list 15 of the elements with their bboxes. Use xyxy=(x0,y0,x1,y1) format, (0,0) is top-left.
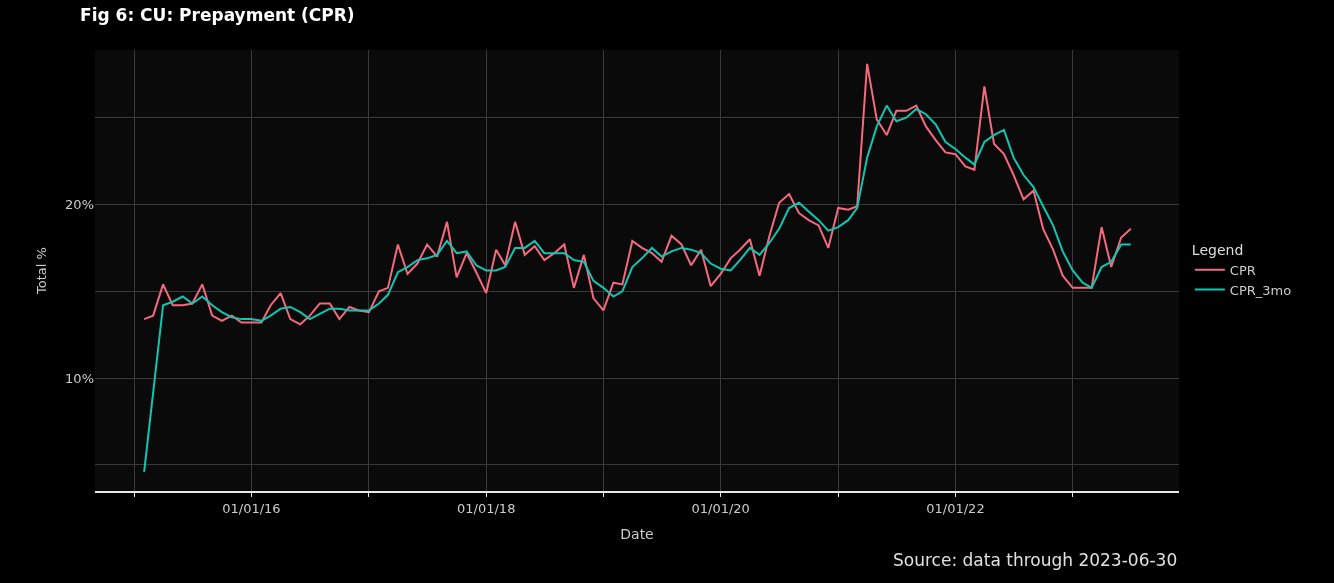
legend-title: Legend xyxy=(1191,241,1244,258)
line-series xyxy=(143,62,1132,326)
legend-label: CPR_3mo xyxy=(1229,282,1292,298)
x-tick-label: 01/01/22 xyxy=(926,500,985,516)
y-tick-label: 20% xyxy=(65,197,94,213)
line-series xyxy=(143,104,1132,473)
chart-title: Fig 6: CU: Prepayment (CPR) xyxy=(80,4,355,25)
x-tick-label: 01/01/18 xyxy=(457,500,516,516)
legend-label: CPR xyxy=(1229,262,1256,278)
x-tick-label: 01/01/20 xyxy=(691,500,750,516)
source-note: Source: data through 2023-06-30 xyxy=(893,550,1178,570)
x-tick-label: 01/01/16 xyxy=(222,500,281,516)
x-axis-title: Date xyxy=(620,526,654,543)
y-axis-title: Total % xyxy=(34,247,50,295)
y-tick-label: 10% xyxy=(65,370,94,386)
